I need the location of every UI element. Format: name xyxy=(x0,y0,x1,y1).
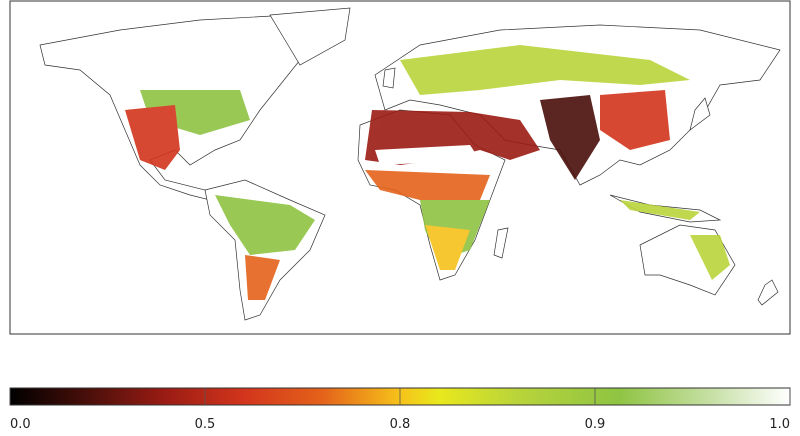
colorbar-tick-label: 0.8 xyxy=(390,417,411,432)
greenland xyxy=(269,7,351,66)
region-shade xyxy=(620,200,700,220)
region-shade xyxy=(375,145,480,165)
colorbar-tick-label: 0.5 xyxy=(195,417,216,432)
colorbar-tick-label: 1.0 xyxy=(769,417,790,432)
colorbar-tick-label: 0.9 xyxy=(585,417,606,432)
uk xyxy=(382,67,396,89)
region-shade xyxy=(690,235,730,280)
region-shade xyxy=(425,225,470,270)
region-shade xyxy=(600,90,670,150)
region-shade xyxy=(365,170,490,200)
region-shade xyxy=(400,45,690,95)
region-shade xyxy=(540,95,600,180)
region-shade xyxy=(245,255,280,300)
colorbar: 0.0 0.5 0.8 0.9 1.0 xyxy=(9,387,791,432)
madagascar xyxy=(493,227,509,259)
colorbar-tick-label: 0.0 xyxy=(10,417,31,432)
index-overlay xyxy=(125,45,730,300)
region-shade xyxy=(215,195,315,255)
region-shade xyxy=(125,105,180,170)
map xyxy=(9,0,791,335)
japan xyxy=(689,97,711,131)
new-zealand xyxy=(757,279,779,306)
